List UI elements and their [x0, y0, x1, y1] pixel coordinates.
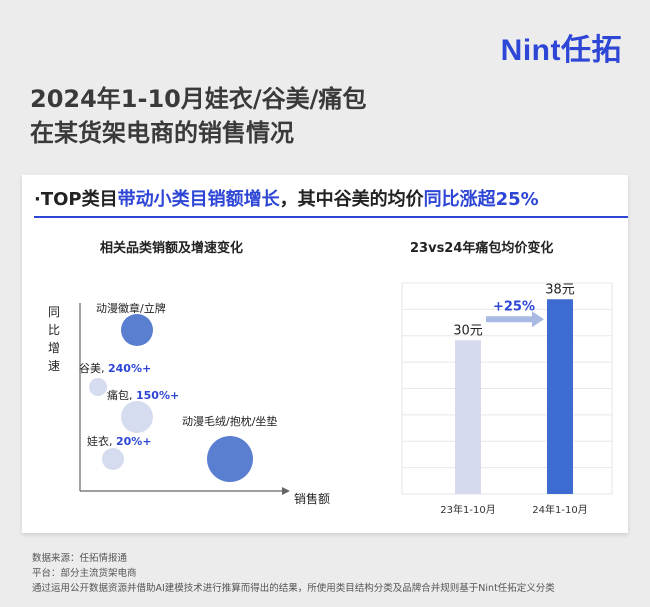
- bubble-chart-y-axis-label-char: 比: [48, 323, 60, 337]
- bar: [547, 299, 573, 494]
- bubble-label-name: 动漫徽章/立牌: [96, 301, 166, 315]
- bubble-chart-x-axis-arrow: [282, 487, 290, 495]
- bubble-chart-y-axis-label-char: 速: [48, 359, 60, 373]
- bubble-label-growth: 20%+: [116, 435, 152, 448]
- chart-card: ·TOP类目带动小类目销额增长，其中谷美的均价同比涨超25% 相关品类销额及增速…: [22, 175, 628, 533]
- bar-category-label: 24年1-10月: [532, 503, 587, 516]
- bubble-label: 谷美, 240%+: [79, 362, 151, 375]
- growth-annotation: +25%: [493, 299, 535, 314]
- bubble-point: [121, 401, 153, 433]
- card-title-prefix: ·TOP类目: [34, 189, 118, 210]
- bubble-label-growth: 150%+: [136, 389, 179, 402]
- bubble-chart-title: 相关品类销额及增速变化: [100, 241, 244, 256]
- bubble-label: 痛包, 150%+: [107, 388, 179, 402]
- bar-chart-gridlines: [402, 282, 612, 469]
- page-title-line-2: 在某货架电商的销售情况: [30, 119, 294, 147]
- bubble-point: [89, 378, 107, 396]
- bubble-label-growth: 240%+: [108, 362, 151, 375]
- bubble-point: [207, 436, 253, 482]
- growth-arrow-shaft: [486, 316, 532, 323]
- bubble-chart-x-axis-label: 销售额: [294, 491, 330, 506]
- page-title: 2024年1-10月娃衣/谷美/痛包 在某货架电商的销售情况: [30, 82, 366, 150]
- source-line-2: 平台：部分主流货架电商: [32, 568, 137, 579]
- bubble-point: [121, 314, 153, 346]
- bubble-label-name: 痛包,: [107, 388, 136, 402]
- bar-chart-title: 23vs24年痛包均价变化: [410, 241, 554, 256]
- bubble-label-name: 动漫毛绒/抱枕/坐垫: [182, 414, 277, 428]
- bar-value-label: 38元: [545, 282, 575, 297]
- bar-category-label: 23年1-10月: [440, 503, 495, 516]
- bubble-label-name: 谷美,: [79, 362, 108, 375]
- bubble-label-name: 娃衣,: [87, 434, 116, 448]
- bubble-chart-y-axis-label-char: 同: [48, 305, 60, 319]
- bar: [455, 340, 481, 494]
- bar-value-label: 30元: [453, 323, 483, 338]
- source-line-3: 通过运用公开数据资源并借助AI建模技术进行推算而得出的结果，所使用类目结构分类及…: [32, 583, 555, 594]
- source-note: 数据来源：任拓情报通 平台：部分主流货架电商 通过运用公开数据资源并借助AI建模…: [32, 551, 555, 596]
- brand-logo: Nint任拓: [500, 34, 622, 67]
- source-line-1: 数据来源：任拓情报通: [32, 553, 128, 564]
- bubble-label: 动漫毛绒/抱枕/坐垫: [182, 414, 277, 428]
- bubble-chart-y-axis-label-char: 增: [48, 341, 60, 355]
- card-title-highlight-1: 带动小类目销额增长: [117, 189, 280, 210]
- card-title-highlight-2: 同比涨超25%: [423, 189, 539, 210]
- bubble-point: [102, 448, 124, 470]
- page-title-line-1: 2024年1-10月娃衣/谷美/痛包: [30, 85, 367, 113]
- card-title-middle: ，其中谷美的均价: [279, 189, 424, 210]
- bubble-label: 动漫徽章/立牌: [96, 301, 166, 315]
- card-title-rule: [34, 216, 628, 218]
- bubble-label: 娃衣, 20%+: [87, 434, 152, 448]
- card-title: ·TOP类目带动小类目销额增长，其中谷美的均价同比涨超25%: [34, 185, 539, 211]
- growth-arrow-head: [532, 311, 544, 328]
- bar-chart: 30元 23年1-10月 38元 24年1-10月 +25%: [401, 282, 613, 516]
